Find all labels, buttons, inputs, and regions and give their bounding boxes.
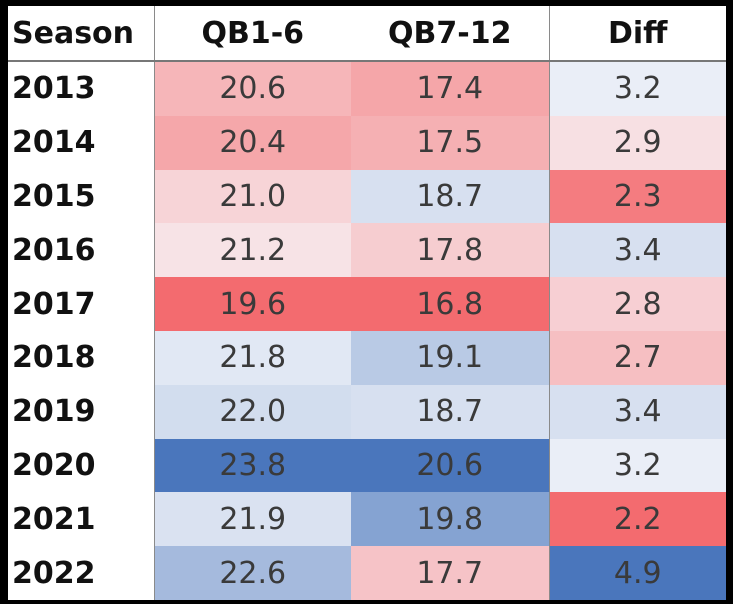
season-cell: 2021: [8, 492, 155, 547]
column-header-season: Season: [8, 6, 155, 62]
value-cell-qb7-12: 16.8: [351, 277, 550, 331]
table-body: 2013 20.6 17.4 3.2 2014 20.4 17.5 2.9 2015 21.0 18…: [8, 61, 726, 600]
season-cell: 2019: [8, 384, 155, 439]
column-header-qb1-6: QB1-6: [154, 6, 351, 62]
column-header-diff: Diff: [549, 6, 726, 62]
value-cell-qb1-6: 21.2: [154, 223, 351, 278]
value-cell-qb7-12: 17.4: [351, 61, 550, 116]
heatmap-table: Season QB1-6 QB7-12 Diff 2013 20.6 17.4 3.2…: [8, 6, 726, 600]
column-header-qb7-12: QB7-12: [351, 6, 550, 62]
value-cell-diff: 3.2: [549, 61, 726, 116]
value-cell-qb7-12: 17.8: [351, 223, 550, 278]
value-cell-qb7-12: 17.5: [351, 115, 550, 170]
value-cell-qb1-6: 21.0: [154, 169, 351, 224]
value-cell-diff: 2.3: [549, 169, 726, 224]
value-cell-diff: 3.4: [549, 223, 726, 278]
value-cell-diff: 2.8: [549, 277, 726, 331]
value-cell-diff: 2.7: [549, 330, 726, 385]
value-cell-qb1-6: 21.8: [154, 330, 351, 385]
value-cell-diff: 2.9: [549, 115, 726, 170]
table-row: 2022 22.6 17.7 4.9: [8, 546, 726, 600]
season-cell: 2020: [8, 438, 155, 493]
season-cell: 2018: [8, 330, 155, 385]
season-cell: 2015: [8, 169, 155, 224]
season-cell: 2013: [8, 61, 155, 116]
value-cell-qb1-6: 21.9: [154, 492, 351, 547]
table-row: 2013 20.6 17.4 3.2: [8, 61, 726, 116]
value-cell-qb7-12: 18.7: [351, 384, 550, 439]
table-row: 2014 20.4 17.5 2.9: [8, 115, 726, 170]
table-row: 2021 21.9 19.8 2.2: [8, 492, 726, 547]
table-row: 2016 21.2 17.8 3.4: [8, 223, 726, 278]
value-cell-qb1-6: 22.0: [154, 384, 351, 439]
value-cell-diff: 2.2: [549, 492, 726, 547]
value-cell-qb1-6: 23.8: [154, 438, 351, 493]
value-cell-qb1-6: 22.6: [154, 546, 351, 600]
table-row: 2017 19.6 16.8 2.8: [8, 277, 726, 331]
season-cell: 2022: [8, 546, 155, 600]
value-cell-qb7-12: 17.7: [351, 546, 550, 600]
table-row: 2019 22.0 18.7 3.4: [8, 384, 726, 439]
table-row: 2018 21.8 19.1 2.7: [8, 330, 726, 385]
header-row: Season QB1-6 QB7-12 Diff: [8, 6, 726, 62]
value-cell-qb7-12: 20.6: [351, 438, 550, 493]
value-cell-diff: 3.2: [549, 438, 726, 493]
heatmap-table-frame: Season QB1-6 QB7-12 Diff 2013 20.6 17.4 3.2…: [8, 6, 726, 600]
table-row: 2015 21.0 18.7 2.3: [8, 169, 726, 224]
season-cell: 2017: [8, 277, 155, 331]
value-cell-qb7-12: 19.1: [351, 330, 550, 385]
table-row: 2020 23.8 20.6 3.2: [8, 438, 726, 493]
value-cell-diff: 4.9: [549, 546, 726, 600]
value-cell-qb7-12: 18.7: [351, 169, 550, 224]
value-cell-diff: 3.4: [549, 384, 726, 439]
value-cell-qb1-6: 20.6: [154, 61, 351, 116]
season-cell: 2016: [8, 223, 155, 278]
season-cell: 2014: [8, 115, 155, 170]
value-cell-qb7-12: 19.8: [351, 492, 550, 547]
value-cell-qb1-6: 20.4: [154, 115, 351, 170]
value-cell-qb1-6: 19.6: [154, 277, 351, 331]
